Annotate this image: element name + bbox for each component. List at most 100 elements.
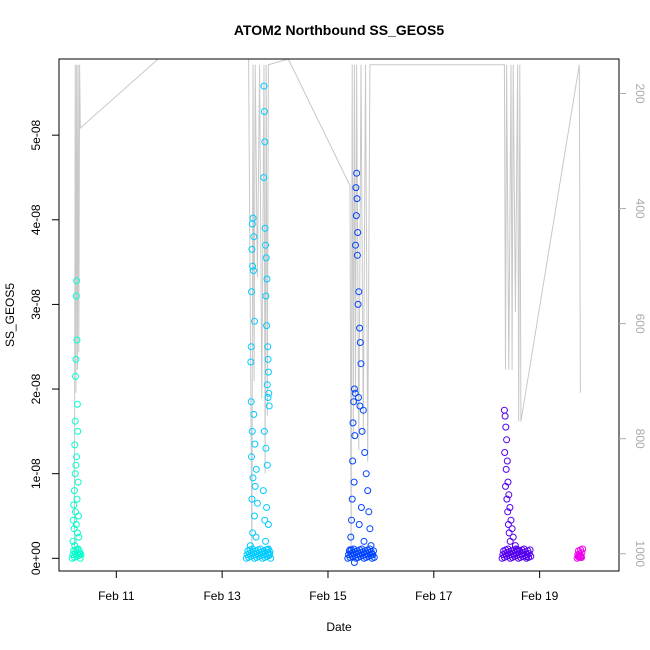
data-point — [247, 398, 255, 406]
data-point — [352, 241, 359, 249]
data-point — [261, 138, 269, 146]
data-point — [71, 470, 79, 478]
y2-tick-label: 600 — [633, 314, 647, 334]
y-tick-label: 4e-08 — [29, 204, 43, 235]
data-point — [262, 537, 269, 545]
data-point — [356, 339, 364, 346]
y2-tick-label: 400 — [633, 199, 647, 219]
data-point — [248, 245, 256, 253]
data-point — [248, 220, 256, 228]
data-point — [500, 406, 508, 414]
data-point — [262, 292, 270, 300]
data-point — [260, 174, 268, 181]
data-point — [356, 324, 364, 332]
data-point — [75, 533, 83, 541]
series-5 — [573, 545, 587, 562]
data-point — [263, 322, 271, 330]
data-point — [247, 358, 255, 366]
data-point — [351, 389, 359, 397]
data-point — [249, 529, 257, 537]
data-point — [248, 288, 255, 296]
x-axis: Feb 11 Feb 13 Feb 15 Feb 17 Feb 19 — [98, 571, 559, 603]
chart-title: ATOM2 Northbound SS_GEOS5 — [234, 22, 444, 38]
pressure-line — [73, 58, 581, 560]
plot-frame — [58, 58, 620, 572]
data-point — [505, 491, 513, 499]
data-point — [73, 529, 81, 537]
data-point — [350, 398, 358, 406]
y-tick-label: 1e-08 — [29, 458, 43, 489]
data-point — [348, 495, 356, 503]
data-point — [252, 465, 260, 473]
pressure-trace — [73, 58, 581, 560]
data-point — [262, 241, 269, 249]
data-point — [264, 368, 272, 376]
x-tick-label: Feb 17 — [415, 589, 453, 603]
data-point — [364, 487, 372, 495]
data-point — [74, 427, 82, 435]
y-axis-label: SS_GEOS5 — [3, 283, 17, 347]
y-tick-label: 0e+00 — [29, 541, 43, 575]
data-point — [260, 427, 268, 435]
series-2 — [242, 82, 275, 562]
data-point — [73, 277, 81, 285]
data-point — [263, 461, 271, 469]
data-point — [264, 394, 272, 401]
data-point — [506, 537, 514, 545]
data-point — [501, 449, 509, 456]
data-point — [264, 343, 272, 351]
data-point — [70, 501, 78, 509]
x-tick-label: Feb 19 — [521, 589, 559, 603]
y-axis: 0e+00 1e-08 2e-08 3e-08 4e-08 5e-08 — [29, 119, 59, 575]
y-tick-label: 5e-08 — [29, 119, 43, 150]
data-point — [261, 224, 269, 232]
series-3 — [344, 169, 378, 566]
data-point — [73, 400, 81, 408]
data-point — [260, 82, 268, 90]
data-point — [261, 516, 269, 524]
data-point — [349, 419, 357, 427]
scatter-points — [68, 82, 587, 566]
data-point — [70, 487, 78, 495]
data-point — [251, 512, 258, 520]
x-axis-label: Date — [326, 620, 352, 634]
data-point — [579, 545, 587, 553]
data-point — [72, 372, 79, 380]
data-point — [347, 533, 355, 541]
y2-tick-label: 200 — [633, 84, 647, 104]
data-point — [250, 233, 258, 241]
data-point — [72, 292, 80, 300]
data-point — [349, 457, 357, 465]
data-point — [511, 542, 519, 550]
data-point — [72, 355, 80, 363]
data-point — [502, 423, 510, 431]
data-point — [265, 389, 273, 397]
y2-tick-label: 1000 — [633, 540, 647, 567]
data-point — [577, 552, 585, 560]
data-point — [354, 229, 362, 236]
data-point — [370, 547, 377, 555]
data-point — [263, 275, 271, 283]
data-point — [75, 512, 82, 520]
data-point — [357, 504, 365, 511]
data-point — [578, 549, 586, 557]
data-point — [350, 385, 358, 393]
data-point — [72, 521, 80, 528]
data-point — [355, 288, 363, 296]
data-point — [248, 427, 256, 435]
y2-tick-label: 800 — [633, 429, 647, 449]
y-tick-label: 3e-08 — [29, 289, 43, 320]
data-point — [503, 495, 511, 503]
data-point — [353, 169, 361, 177]
data-point — [262, 444, 270, 452]
data-point — [504, 508, 512, 516]
data-point — [72, 461, 80, 469]
data-point — [353, 251, 361, 259]
data-point — [361, 449, 369, 456]
data-point — [74, 478, 82, 486]
x-tick-label: Feb 11 — [98, 589, 135, 603]
data-point — [352, 184, 360, 192]
data-point — [348, 516, 355, 524]
data-point — [352, 212, 360, 220]
